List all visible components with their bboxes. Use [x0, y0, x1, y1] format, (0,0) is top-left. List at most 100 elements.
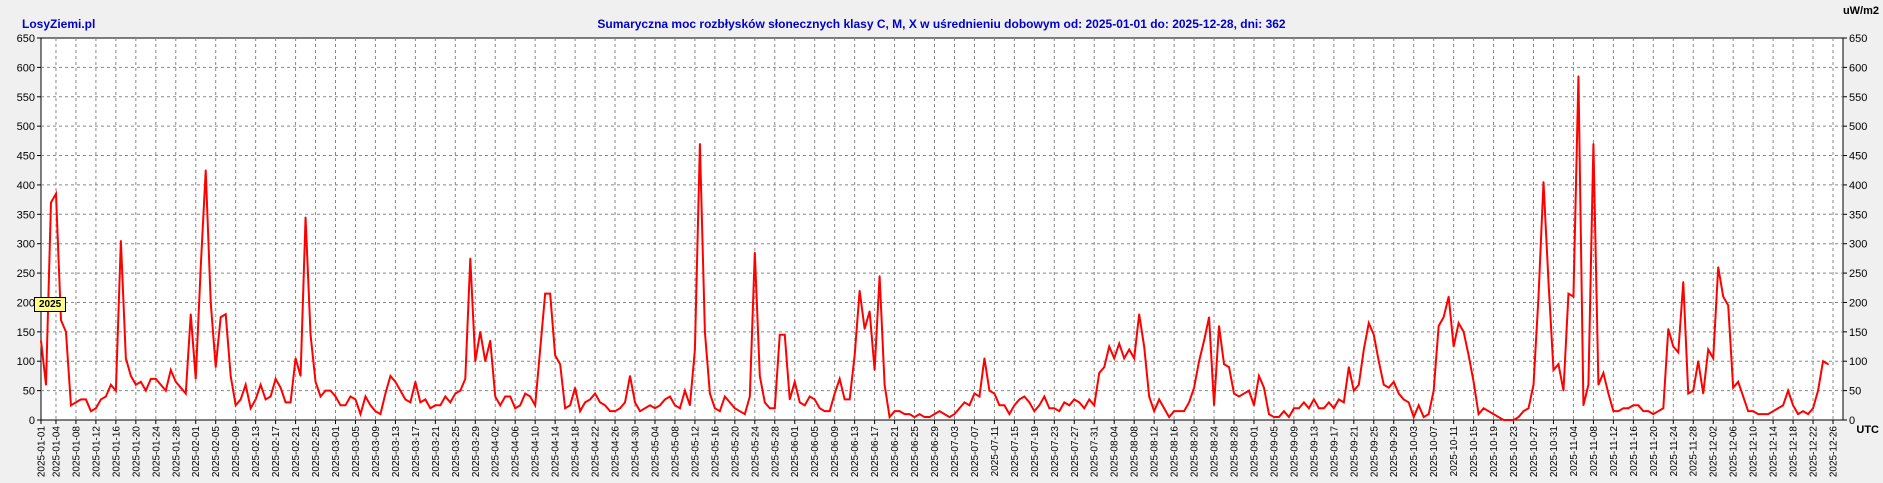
data-point — [1607, 392, 1610, 395]
data-point — [1432, 389, 1435, 392]
data-point — [983, 357, 986, 360]
data-point — [354, 398, 357, 401]
data-point — [1343, 401, 1345, 404]
y-tick-label: 150 — [17, 327, 35, 339]
x-tick-label: 2025-04-26 — [611, 426, 622, 478]
data-point — [714, 407, 716, 410]
x-tick-label: 2025-05-28 — [770, 426, 781, 478]
data-point — [1382, 383, 1385, 386]
y-tick-label: 350 — [1849, 209, 1867, 221]
x-tick-label: 2025-07-03 — [950, 426, 961, 478]
data-point — [1353, 389, 1355, 392]
x-tick-label: 2025-08-12 — [1150, 426, 1161, 478]
y-tick-label: 150 — [1849, 327, 1867, 339]
data-point — [763, 401, 766, 404]
data-point — [105, 395, 107, 398]
brand-logo-text[interactable]: LosyZiemi.pl — [22, 17, 96, 31]
data-point — [155, 378, 157, 380]
data-point — [644, 407, 646, 410]
data-point — [1377, 360, 1380, 363]
data-point — [1687, 392, 1690, 395]
data-point — [374, 410, 377, 412]
data-point — [1742, 395, 1744, 398]
data-point — [100, 398, 102, 401]
data-point — [1662, 407, 1665, 410]
data-point — [584, 401, 586, 404]
data-point — [1143, 345, 1145, 348]
data-point — [1278, 416, 1280, 418]
data-point — [674, 404, 676, 407]
data-point — [754, 251, 756, 254]
data-point — [1512, 419, 1515, 421]
x-tick-label: 2025-04-30 — [631, 426, 642, 478]
data-point — [1767, 413, 1769, 415]
x-tick-label: 2025-03-25 — [451, 426, 462, 478]
data-point — [299, 375, 302, 377]
data-point — [389, 375, 392, 377]
data-point — [998, 404, 1001, 407]
data-point — [788, 398, 791, 401]
data-point — [1033, 410, 1036, 412]
x-tick-label: 2025-03-17 — [411, 426, 422, 478]
data-point — [963, 401, 966, 404]
x-tick-label: 2025-03-05 — [351, 426, 362, 478]
data-points — [40, 75, 1829, 421]
data-point — [1792, 404, 1794, 407]
x-tick-label: 2025-05-20 — [730, 426, 741, 478]
data-point — [1617, 410, 1620, 412]
data-point — [993, 392, 996, 395]
data-point — [269, 395, 272, 398]
data-point — [1797, 413, 1799, 415]
data-point — [554, 354, 556, 357]
data-point — [843, 398, 846, 401]
data-point — [1128, 348, 1130, 351]
data-point — [1203, 339, 1205, 342]
x-tick-label: 2025-05-08 — [670, 426, 681, 478]
data-point — [1497, 416, 1500, 418]
data-point — [973, 392, 976, 395]
data-point — [828, 410, 831, 412]
data-point — [1208, 316, 1210, 318]
data-point — [559, 363, 561, 365]
x-tick-label: 2025-12-14 — [1769, 426, 1780, 478]
x-tick-label: 2025-01-01 — [37, 426, 48, 478]
data-point — [1008, 413, 1011, 415]
data-point — [1218, 325, 1220, 327]
x-tick-label: 2025-02-01 — [191, 426, 202, 478]
data-point — [1802, 410, 1804, 412]
x-tick-label: 2025-11-12 — [1609, 426, 1620, 477]
data-point — [729, 401, 731, 404]
x-tick-label: 2025-03-09 — [371, 426, 382, 478]
data-point — [1407, 401, 1410, 404]
x-tick-label: 2025-09-29 — [1389, 426, 1400, 478]
data-point — [1807, 413, 1809, 415]
data-point — [883, 383, 886, 386]
data-point — [1188, 401, 1190, 404]
data-point — [948, 416, 951, 418]
x-tick-label: 2025-07-31 — [1090, 426, 1101, 478]
data-point — [1437, 325, 1440, 327]
y-tick-label: 650 — [17, 33, 35, 45]
data-point — [1013, 404, 1016, 407]
data-point — [524, 392, 526, 395]
x-tick-label: 2025-02-25 — [311, 426, 322, 478]
data-point — [709, 392, 711, 395]
data-point — [739, 410, 741, 412]
data-point — [1387, 386, 1390, 389]
data-point — [1722, 295, 1724, 298]
data-point — [893, 410, 896, 412]
data-point — [1657, 410, 1660, 412]
y-tick-label: 0 — [29, 415, 35, 427]
data-point — [514, 407, 517, 410]
data-point — [294, 357, 297, 360]
x-tick-label: 2025-08-04 — [1110, 426, 1121, 478]
data-point — [1477, 413, 1480, 415]
data-point — [1038, 404, 1041, 407]
data-point — [1527, 407, 1530, 410]
data-point — [694, 348, 696, 351]
data-point — [1028, 401, 1031, 404]
data-point — [594, 392, 596, 395]
data-point — [289, 401, 292, 404]
x-tick-label: 2025-10-31 — [1549, 426, 1560, 478]
data-point — [669, 395, 671, 398]
